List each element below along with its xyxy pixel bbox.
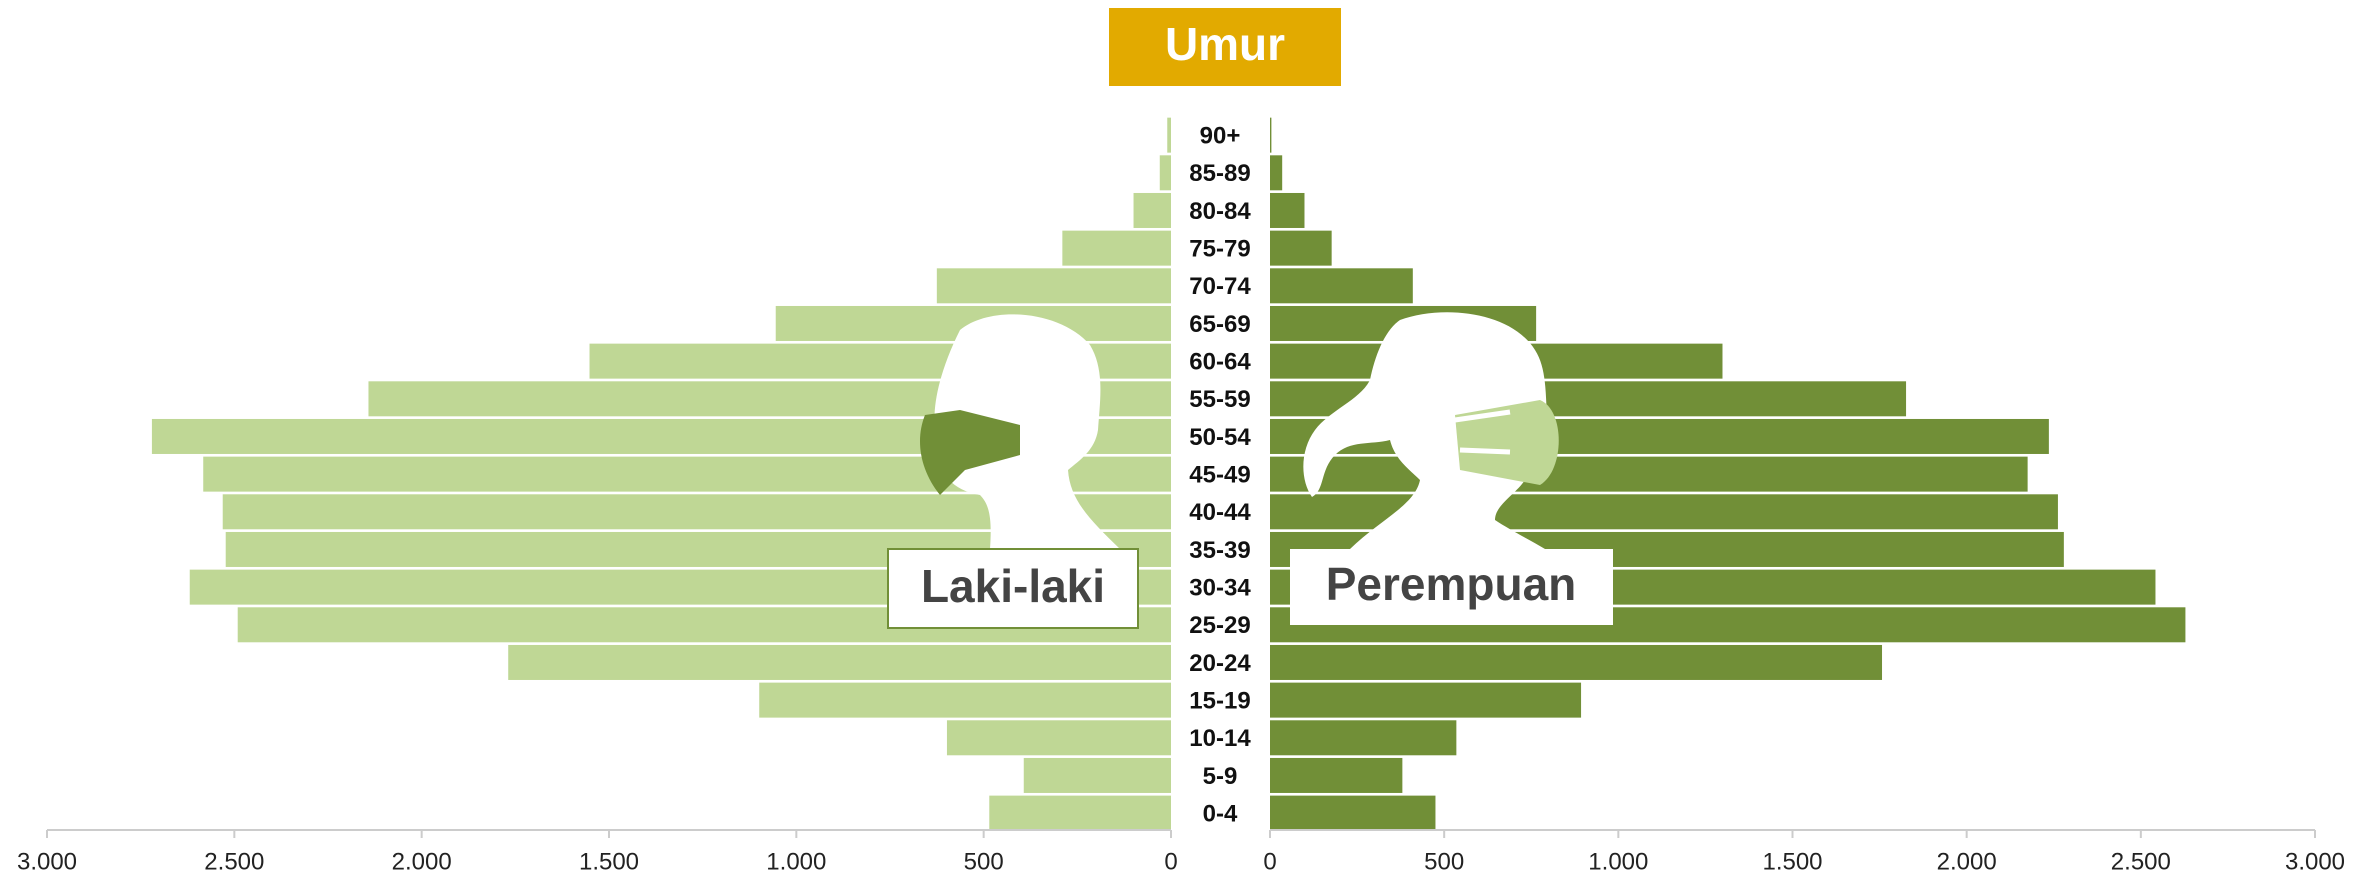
bar <box>989 795 1171 831</box>
x-tick-label: 1.500 <box>1762 848 1822 875</box>
bar <box>1270 644 1883 680</box>
legend-box <box>1290 549 1613 625</box>
category-label: 15-19 <box>1189 687 1250 714</box>
female-silhouette <box>1303 312 1559 549</box>
legend-box <box>887 548 1139 629</box>
x-tick-label: 0 <box>1164 848 1177 875</box>
bar <box>1159 155 1171 191</box>
x-tick-label: 2.500 <box>204 848 264 875</box>
bar <box>1270 268 1413 304</box>
bar <box>1270 757 1403 793</box>
male-silhouette <box>920 314 1120 549</box>
bar <box>1270 720 1457 756</box>
x-tick-label: 1.000 <box>766 848 826 875</box>
x-tick-label: 1.500 <box>579 848 639 875</box>
category-label: 90+ <box>1200 122 1241 149</box>
category-label: 65-69 <box>1189 311 1250 338</box>
bar <box>1270 456 2028 492</box>
bar <box>1270 795 1436 831</box>
x-tick-label: 2.500 <box>2111 848 2171 875</box>
chart-title: Umur <box>1165 18 1285 70</box>
bar <box>1270 155 1283 191</box>
bar <box>1167 117 1171 153</box>
bar <box>936 268 1171 304</box>
category-label: 5-9 <box>1203 763 1238 790</box>
category-label: 40-44 <box>1189 499 1251 526</box>
bar <box>1062 230 1171 266</box>
x-tick-label: 3.000 <box>2285 848 2345 875</box>
bar <box>1270 230 1332 266</box>
x-tick-label: 0 <box>1263 848 1276 875</box>
bar <box>946 720 1171 756</box>
bars <box>151 117 2186 831</box>
category-label: 70-74 <box>1189 273 1251 300</box>
x-tick-label: 1.000 <box>1588 848 1648 875</box>
category-label: 75-79 <box>1189 235 1250 262</box>
legend-label: Perempuan <box>1326 558 1577 610</box>
category-label: 35-39 <box>1189 537 1250 564</box>
category-label: 50-54 <box>1189 424 1251 451</box>
bar <box>1270 117 1272 153</box>
x-tick-label: 500 <box>964 848 1004 875</box>
x-tick-label: 2.000 <box>392 848 452 875</box>
bar <box>508 644 1171 680</box>
category-label: 45-49 <box>1189 461 1250 488</box>
category-label: 85-89 <box>1189 160 1250 187</box>
category-label: 55-59 <box>1189 386 1250 413</box>
bar <box>759 682 1171 718</box>
bar <box>1023 757 1171 793</box>
category-label: 25-29 <box>1189 612 1250 639</box>
category-label: 30-34 <box>1189 574 1251 601</box>
x-tick-label: 500 <box>1424 848 1464 875</box>
category-label: 10-14 <box>1189 725 1251 752</box>
category-label: 0-4 <box>1203 800 1238 827</box>
category-label: 80-84 <box>1189 198 1251 225</box>
category-label: 20-24 <box>1189 650 1251 677</box>
legend-label: Laki-laki <box>921 560 1105 612</box>
bar <box>1133 192 1171 228</box>
category-label: 60-64 <box>1189 348 1251 375</box>
bar <box>1270 192 1305 228</box>
title-box <box>1109 8 1341 86</box>
x-tick-label: 3.000 <box>17 848 77 875</box>
bar <box>1270 682 1582 718</box>
x-tick-label: 2.000 <box>1937 848 1997 875</box>
